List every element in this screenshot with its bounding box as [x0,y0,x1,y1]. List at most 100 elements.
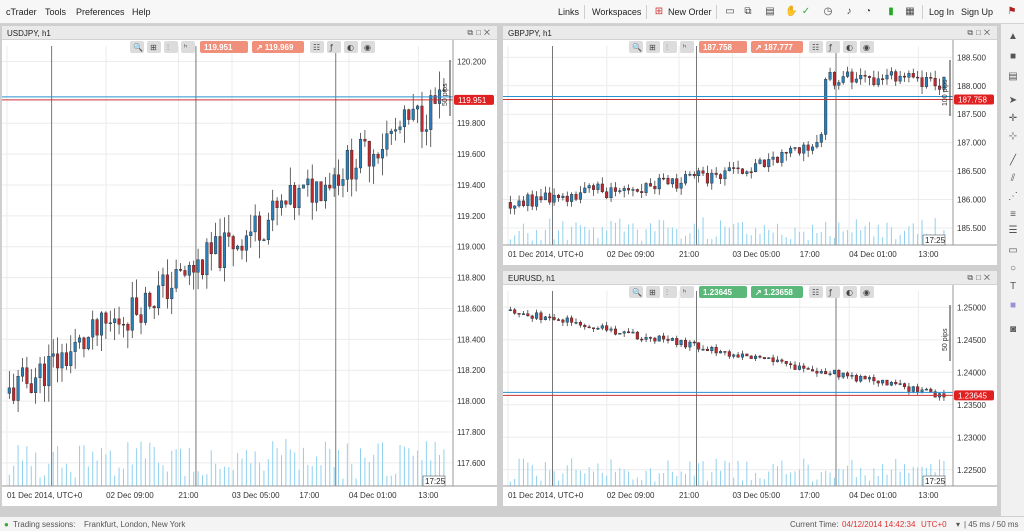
color-swatch-icon[interactable]: ■ [1009,300,1017,311]
chart-canvas[interactable]: 120.200 119.800 119.600 119.400 119.200 119.0… [2,40,497,506]
sell-button[interactable] [699,286,747,298]
panel-window-controls[interactable]: ⧉□✕ [967,28,993,37]
ellipse-icon[interactable]: ○ [1009,263,1017,274]
y-tick-label: 118.800 [457,274,486,283]
buy-button[interactable] [751,41,803,53]
chevron-down-icon[interactable]: ▾ [956,520,961,529]
chart-tool-button[interactable] [843,286,857,298]
screenshot-icon[interactable]: ◙ [1009,324,1017,335]
panel-window-controls[interactable]: ⧉□✕ [467,28,493,37]
chart-tool-button[interactable] [629,41,643,53]
channel-icon[interactable]: ⫽ [1010,173,1016,184]
measure-icon[interactable]: ⊹ [1008,131,1018,142]
candle [859,75,863,80]
signal-icon[interactable]: ◔ [864,6,872,17]
chart-panel-eurusd[interactable]: EURUSD, h1 ⧉□✕ 1.25000 1.24500 1.24000 1.23… [503,271,997,506]
panel-window-controls[interactable]: ⧉□✕ [967,273,993,282]
candle [767,159,771,168]
flag-icon[interactable]: ⚑ [1007,6,1017,17]
chart-tool-button[interactable] [826,41,840,53]
chart-tool-button[interactable] [826,286,840,298]
trendline-icon[interactable]: ╱ [1009,155,1017,166]
window-icon[interactable]: ▭ [725,6,735,17]
menu-help[interactable]: Help [132,7,151,17]
volume-icon[interactable]: ▮ [888,6,894,17]
chart-tool-button[interactable] [164,41,178,53]
chart-tool-button[interactable] [860,286,874,298]
candle [240,245,244,251]
chart-tool-button[interactable] [629,286,643,298]
sell-button[interactable] [200,41,248,53]
candle [152,306,156,309]
chart-panel-usdjpy[interactable]: USDJPY, h1 ⧉□✕ 120.200 119.800 119.600 119.… [2,26,497,506]
candle [736,167,740,170]
y-tick-label: 1.25000 [957,303,986,312]
hand-icon[interactable]: ✋ [785,6,798,17]
rectangle-icon[interactable]: ▭ [1008,245,1018,256]
candle [583,187,587,193]
chart-title: USDJPY, h1 [7,29,51,38]
chart-tool-button[interactable] [809,286,823,298]
chart-tool-button[interactable] [310,41,324,53]
fibonacci-icon[interactable]: ≡ [1010,209,1016,220]
candle [898,75,902,82]
signup-button[interactable]: Sign Up [961,7,994,17]
links-button[interactable]: Links [558,7,580,17]
candle [889,381,893,386]
chart-tool-button[interactable] [147,41,161,53]
chart-tile-icon[interactable]: ▤ [765,6,775,17]
timezone-select[interactable]: UTC+0 [921,520,947,529]
candle [521,313,525,315]
chart-tool-button[interactable] [181,41,195,53]
workspaces-button[interactable]: Workspaces [592,7,642,17]
chart-tool-button[interactable] [663,286,677,298]
new-order-button[interactable]: New Order [668,7,712,17]
horizontal-line-icon[interactable]: ☰ [1008,225,1018,236]
y-tick-label: 117.800 [457,428,486,437]
login-button[interactable]: Log In [929,7,955,17]
collapse-icon[interactable]: ▲ [1008,31,1018,42]
chart-tool-button[interactable] [663,41,677,53]
candle [841,76,845,83]
bell-icon[interactable]: ♪ [846,6,852,17]
fan-icon[interactable]: ⋰ [1008,191,1018,202]
chart-tool-button[interactable] [646,286,660,298]
menu-preferences[interactable]: Preferences [76,7,125,17]
chart-panel-gbpjpy[interactable]: GBPJPY, h1 ⧉□✕ 188.500 188.000 187.500 187.… [503,26,997,265]
y-tick-label: 1.23500 [957,401,986,410]
candle [732,354,736,357]
candle [319,181,323,202]
sell-button[interactable] [699,41,747,53]
candle [113,318,117,324]
chart-tool-button[interactable] [361,41,375,53]
chart-tool-button[interactable] [843,41,857,53]
chart-tool-button[interactable] [860,41,874,53]
chart-tool-button[interactable] [680,286,694,298]
chart-tool-button[interactable] [130,41,144,53]
crosshair-icon[interactable]: ✛ [1008,113,1018,124]
chart-tool-button[interactable] [646,41,660,53]
chart-canvas[interactable]: 188.500 188.000 187.500 187.000 186.500 186.0… [503,40,997,265]
candle [609,328,613,331]
chart-canvas[interactable]: 1.25000 1.24500 1.24000 1.23500 1.23000 1.225… [503,285,997,506]
candle [710,172,714,184]
chart-tool-button[interactable] [327,41,341,53]
clock-icon[interactable]: ◷ [823,6,833,17]
text-icon[interactable]: T [1009,281,1017,292]
cursor-icon[interactable]: ➤ [1008,95,1018,106]
fill-square-icon[interactable]: ■ [1009,51,1017,62]
grid-icon[interactable]: ▦ [905,6,915,17]
buy-button[interactable] [751,286,803,298]
chart-tool-button[interactable] [680,41,694,53]
candle [850,375,854,377]
layout-icon[interactable]: ⧉ [744,6,752,17]
layout-icon[interactable]: ▤ [1008,71,1018,82]
check-icon[interactable]: ✓ [801,6,811,17]
buy-button[interactable] [252,41,304,53]
menu-tools[interactable]: Tools [45,7,67,17]
new-order-icon[interactable]: ⊞ [654,6,664,17]
chart-tool-button[interactable] [344,41,358,53]
menu-ctrader[interactable]: cTrader [6,7,37,17]
chart-tool-button[interactable] [809,41,823,53]
y-tick-label: 118.200 [457,366,486,375]
